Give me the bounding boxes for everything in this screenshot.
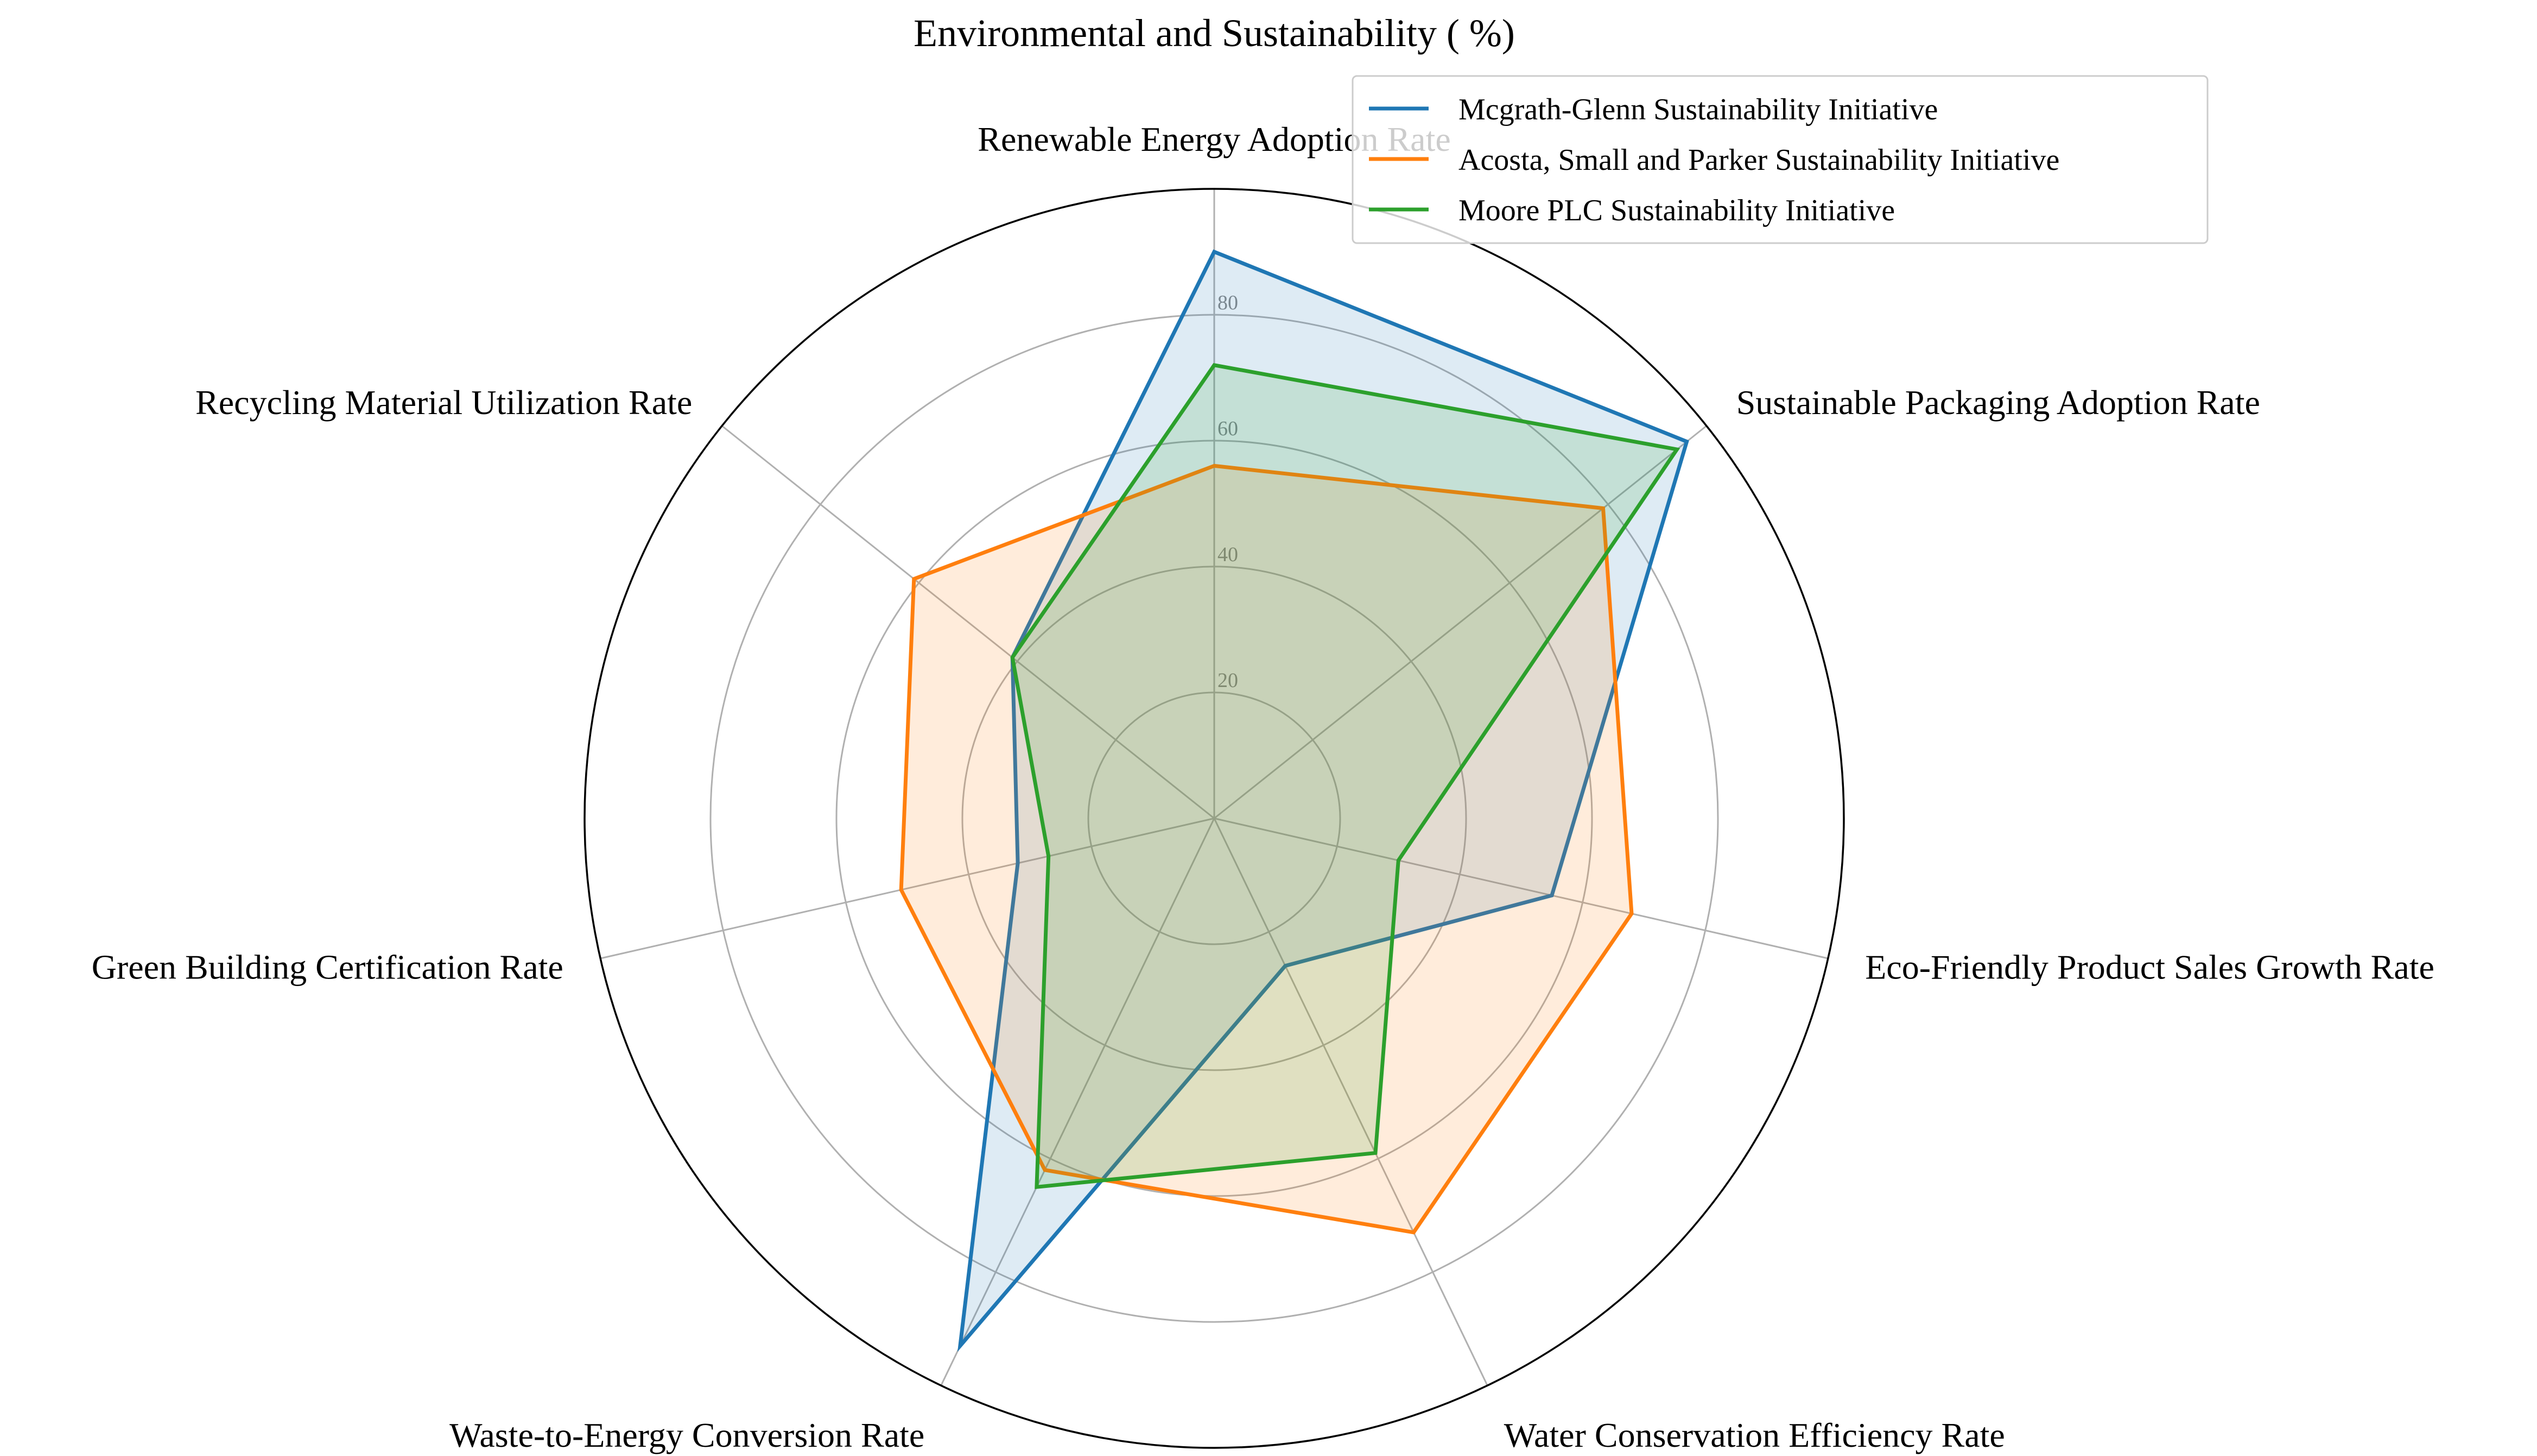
axis-spoke	[600, 817, 1215, 959]
legend-label-1: Mcgrath-Glenn Sustainability Initiative	[1458, 93, 1938, 126]
legend-box	[1352, 75, 2209, 244]
axis-label: Waste-to-Energy Conversion Rate	[449, 1416, 924, 1454]
axis-label: Sustainable Packaging Adoption Rate	[1736, 383, 2260, 422]
grid-layer: 20 40 60 80	[583, 188, 1845, 1449]
r-tick-label: 20	[1217, 669, 1238, 692]
polar-frame	[583, 188, 1845, 1449]
axis-label: Water Conservation Efficiency Rate	[1504, 1416, 2005, 1454]
legend-label-2: Acosta, Small and Parker Sustainability …	[1458, 143, 2059, 177]
r-tick-label: 40	[1217, 543, 1238, 566]
series-line-3	[1010, 363, 1680, 1190]
series-line-2	[899, 463, 1634, 1235]
series-fill-3	[1012, 365, 1677, 1187]
axis-label: Eco-Friendly Product Sales Growth Rate	[1865, 948, 2434, 987]
legend-label-3: Moore PLC Sustainability Initiative	[1458, 194, 1895, 227]
axis-label: Green Building Certification Rate	[92, 948, 563, 987]
r-tick-label: 80	[1217, 291, 1238, 314]
series-fill-1	[960, 252, 1687, 1346]
axis-label: Recycling Material Utilization Rate	[195, 383, 692, 422]
axis-spoke	[1214, 817, 1829, 959]
series-fill-2	[901, 466, 1632, 1232]
axis-spoke	[1214, 425, 1707, 819]
axis-spoke	[1213, 818, 1488, 1386]
axis-labels: Renewable Energy Adoption RateSustainabl…	[92, 120, 2434, 1454]
chart-title: Environmental and Sustainability ( %)	[914, 11, 1515, 55]
axis-spoke	[940, 818, 1215, 1386]
series-line-1	[957, 249, 1689, 1352]
series-layer	[899, 249, 1689, 1352]
r-tick-label: 60	[1217, 417, 1238, 440]
axis-spoke	[721, 425, 1215, 819]
legend: Mcgrath-Glenn Sustainability Initiative A…	[1352, 75, 2209, 244]
